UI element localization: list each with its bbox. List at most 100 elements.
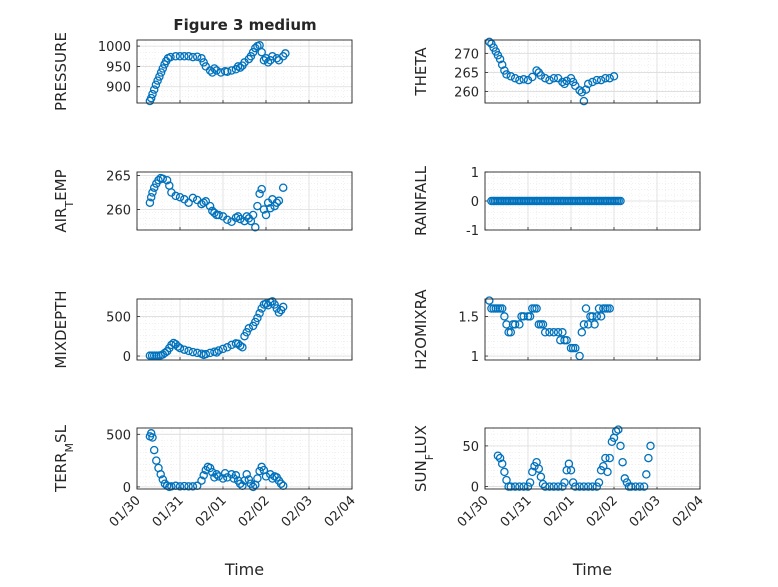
data-point xyxy=(175,192,185,202)
x-axis-label: Time xyxy=(224,560,264,579)
subplot-8: 50 0 SUNFLUX 01/30 01/31 02/01 02/02 02/03 02/04… xyxy=(412,425,707,579)
data-point xyxy=(592,482,602,491)
data-point xyxy=(156,68,166,77)
data-point xyxy=(594,304,604,313)
data-point xyxy=(238,343,247,352)
data-point xyxy=(579,320,589,329)
data-point xyxy=(180,345,189,354)
data-point xyxy=(592,75,602,85)
data-point xyxy=(497,304,507,313)
data-point xyxy=(212,66,221,75)
subplot-3: 265 260 AIRTEMP xyxy=(52,169,353,233)
data-point xyxy=(175,52,185,61)
data-point xyxy=(146,93,156,103)
data-point xyxy=(571,343,580,353)
data-point xyxy=(616,441,625,451)
data-point xyxy=(579,482,589,491)
data-point xyxy=(594,478,604,487)
data-point xyxy=(495,54,505,64)
data-point xyxy=(199,58,208,67)
data-point xyxy=(212,470,221,479)
data-point xyxy=(568,478,578,487)
data-point xyxy=(577,88,587,97)
y-tick-label: 900 xyxy=(106,81,131,96)
data-point xyxy=(158,174,168,184)
data-point xyxy=(205,348,215,358)
data-point xyxy=(248,210,258,220)
plot-area xyxy=(485,428,700,489)
data-point xyxy=(596,312,606,321)
data-point xyxy=(197,199,206,209)
data-point xyxy=(549,328,559,337)
axes-box xyxy=(136,427,353,490)
y-tick-label: 500 xyxy=(106,428,131,443)
subplot-5: 500 0 MIXDEPTH xyxy=(52,290,353,369)
data-point xyxy=(240,216,249,226)
data-point xyxy=(497,459,507,469)
data-point xyxy=(171,52,180,61)
data-point xyxy=(534,464,544,473)
data-point xyxy=(175,343,185,353)
data-point xyxy=(188,347,198,357)
data-point xyxy=(583,320,593,329)
data-point xyxy=(214,346,223,355)
data-point xyxy=(156,470,165,479)
data-point xyxy=(149,85,159,94)
data-point xyxy=(545,75,554,85)
data-point xyxy=(205,66,215,75)
y-tick-label: 265 xyxy=(106,169,131,184)
data-point xyxy=(231,471,241,480)
y-axis-label: MIXDEPTH xyxy=(52,290,70,368)
plot-area xyxy=(485,40,700,103)
data-point xyxy=(148,89,157,99)
data-point xyxy=(553,328,563,337)
data-point xyxy=(506,72,516,81)
data-point xyxy=(162,175,172,185)
data-point xyxy=(197,54,206,63)
data-point xyxy=(607,437,617,447)
data-point xyxy=(145,198,155,207)
data-point xyxy=(562,76,571,86)
data-point xyxy=(160,348,170,358)
data-point xyxy=(528,467,537,477)
data-point xyxy=(223,215,232,225)
data-point xyxy=(560,478,569,487)
data-point xyxy=(558,77,567,87)
data-point xyxy=(530,461,539,471)
data-point xyxy=(218,344,228,354)
data-point xyxy=(148,433,157,442)
data-point xyxy=(242,328,251,337)
data-point xyxy=(515,482,524,491)
data-point xyxy=(519,312,528,321)
data-point xyxy=(253,313,262,323)
data-point xyxy=(148,188,157,197)
data-point xyxy=(227,66,236,75)
data-point xyxy=(149,445,159,455)
data-point xyxy=(500,312,509,321)
data-point xyxy=(566,466,576,475)
data-point xyxy=(278,302,288,312)
axes-box xyxy=(484,39,701,104)
data-point xyxy=(274,308,284,317)
data-point xyxy=(605,73,614,83)
data-point xyxy=(545,328,554,337)
data-point xyxy=(485,296,494,305)
data-point xyxy=(605,453,614,463)
data-point xyxy=(515,320,524,329)
data-point xyxy=(146,429,156,438)
data-point xyxy=(575,86,584,95)
data-point xyxy=(223,67,232,76)
plot-area xyxy=(137,172,352,230)
y-tick-label: 50 xyxy=(462,440,479,455)
data-point xyxy=(510,482,520,491)
data-point xyxy=(154,175,163,185)
data-point xyxy=(581,304,591,313)
data-point xyxy=(538,320,548,329)
ylabel-sub: F xyxy=(423,454,436,460)
data-point xyxy=(646,441,655,451)
data-point xyxy=(184,346,193,356)
data-point xyxy=(253,201,262,211)
x-tick-label: 02/01 xyxy=(193,493,230,530)
